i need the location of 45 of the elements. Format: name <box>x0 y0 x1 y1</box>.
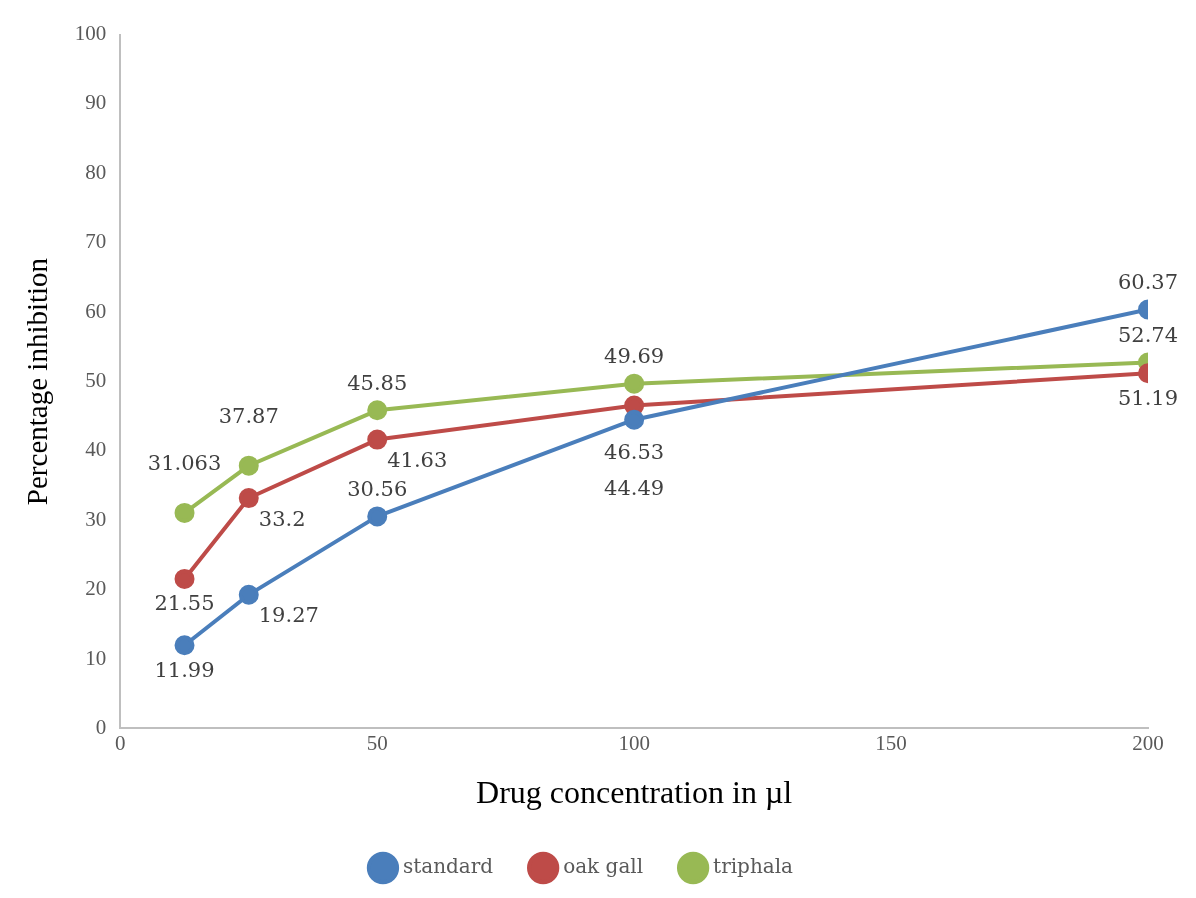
data-label: 21.55 <box>154 591 215 616</box>
legend-label: oak gall <box>563 854 644 879</box>
y-tick-label: 60 <box>85 298 107 323</box>
point <box>238 584 259 605</box>
point <box>238 455 259 476</box>
point <box>367 400 388 421</box>
point <box>367 506 388 527</box>
data-label: 44.49 <box>604 476 665 501</box>
point <box>174 635 195 656</box>
data-label: 37.87 <box>218 404 279 429</box>
legend-label: standard <box>402 854 494 879</box>
point <box>174 568 195 589</box>
data-label: 30.56 <box>347 476 408 501</box>
point <box>174 502 195 523</box>
x-tick-label: 200 <box>1132 730 1164 755</box>
y-tick-label: 40 <box>85 437 107 462</box>
data-label: 49.69 <box>604 344 665 369</box>
y-tick-label: 70 <box>85 229 107 254</box>
y-axis-title: Percentage inhibition <box>21 257 54 506</box>
y-tick-label: 100 <box>74 21 107 46</box>
data-label: 52.74 <box>1117 322 1179 347</box>
data-label: 11.99 <box>154 657 215 682</box>
y-tick-label: 10 <box>85 645 107 670</box>
data-label: 60.37 <box>1117 270 1179 295</box>
y-tick-label: 90 <box>85 90 107 115</box>
x-tick-label: 50 <box>366 730 388 755</box>
y-tick-label: 30 <box>85 506 107 531</box>
point <box>238 488 259 509</box>
x-tick-label: 0 <box>115 730 126 755</box>
data-label: 51.19 <box>1117 385 1179 410</box>
legend-label: triphala <box>713 854 794 879</box>
point <box>367 429 388 450</box>
x-tick-label: 150 <box>875 730 907 755</box>
data-label: 41.63 <box>387 448 448 473</box>
data-label: 33.2 <box>258 506 306 531</box>
data-label: 31.063 <box>147 451 222 476</box>
data-label: 19.27 <box>258 603 319 628</box>
y-tick-label: 0 <box>95 714 107 739</box>
data-label: 46.53 <box>604 440 665 465</box>
y-tick-label: 50 <box>85 368 107 393</box>
data-label: 45.85 <box>347 370 408 395</box>
x-tick-label: 100 <box>618 730 650 755</box>
x-axis-title: Drug concentration in µl <box>476 774 793 811</box>
y-tick-label: 80 <box>85 159 107 184</box>
y-tick-label: 20 <box>85 576 107 601</box>
